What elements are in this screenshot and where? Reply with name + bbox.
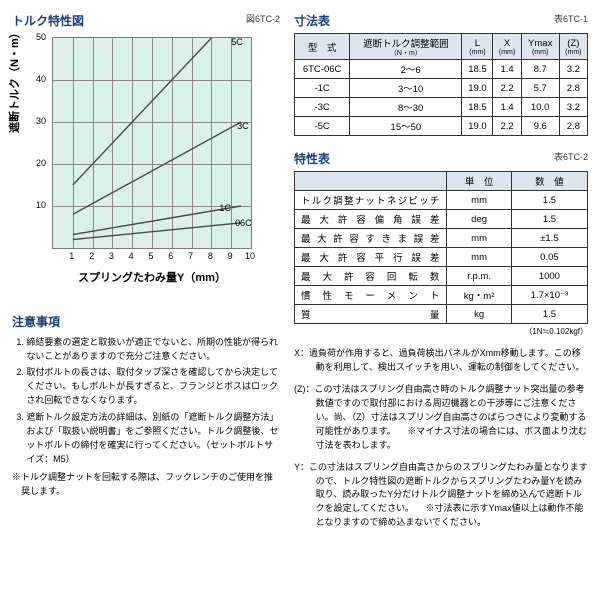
prop-fig-label: 表6TC-2 (554, 150, 588, 163)
dimension-table: 型 式遮断トルク調整範囲（N・m）L(mm)X(mm)Ymax(mm)(Z)(m… (294, 33, 588, 136)
notes-title: 注意事項 (12, 313, 280, 332)
unit-note: （1N≒0.102kgf） (294, 326, 588, 337)
table-row: 質 量kg1.5 (295, 305, 588, 324)
chart-title: トルク特性図 (12, 12, 84, 29)
series-label: 3C (237, 121, 249, 131)
table-row: 最 大 許 容 偏 角 誤 差deg1.5 (295, 210, 588, 229)
right-notes: X：過負荷が作用すると、過負荷検出パネルがXmm移動します。この移動を利用して、… (294, 347, 588, 530)
table-header: L(mm) (462, 34, 493, 60)
right-column: 寸法表 表6TC-1 型 式遮断トルク調整範囲（N・m）L(mm)X(mm)Ym… (294, 12, 588, 538)
note-paragraph: Y：この寸法はスプリング自由高さからのスプリングたわみ量となりますので、トルク特… (294, 461, 588, 531)
table-row: 慣 性 モ ー メ ン トkg・m²1.7×10⁻³ (295, 286, 588, 305)
chart-fig-label: 図6TC-2 (246, 12, 280, 25)
table-row: 最 大 許 容 す き ま 誤 差mm±1.5 (295, 229, 588, 248)
notes-item: 締結要素の選定と取扱いが適正でないと、所期の性能が得られないことがありますので充… (26, 336, 280, 364)
prop-title: 特性表 (294, 150, 330, 167)
left-column: トルク特性図 図6TC-2 1020304050 12345678910 遮断ト… (12, 12, 280, 538)
table-header: 型 式 (295, 34, 350, 60)
chart-ylabel: 遮断トルク（N・m） (6, 27, 22, 133)
table-header: 遮断トルク調整範囲（N・m） (350, 34, 462, 60)
series-label: 06C (235, 218, 252, 228)
notes-item: 遮断トルク設定方法の詳細は、別紙の「遮断トルク調整方法」および「取扱い説明書」を… (26, 411, 280, 467)
series-label: 1C (219, 203, 231, 213)
table-header: Ymax(mm) (521, 34, 559, 60)
table-header: (Z)(mm) (559, 34, 587, 60)
dim-title: 寸法表 (294, 12, 330, 29)
series-label: 5C (231, 37, 243, 47)
table-row: トルク調整ナットネジピッチmm1.5 (295, 191, 588, 210)
notes-item: 取付ボルトの長さは、取付タップ深さを確認してから決定してください。もしボルトが長… (26, 366, 280, 408)
table-row: -5C15～5019.02.29.62.8 (295, 117, 588, 136)
notes-list: 締結要素の選定と取扱いが適正でないと、所期の性能が得られないことがありますので充… (12, 336, 280, 467)
chart-xlabel: スプリングたわみ量Y（mm） (52, 269, 252, 285)
notes-footer: ※トルク調整ナットを回転する際は、フックレンチのご使用を推奨します。 (12, 471, 280, 499)
property-table: 単 位数 値トルク調整ナットネジピッチmm1.5最 大 許 容 偏 角 誤 差d… (294, 171, 588, 324)
main-row: トルク特性図 図6TC-2 1020304050 12345678910 遮断ト… (12, 12, 588, 538)
dim-fig-label: 表6TC-1 (554, 12, 588, 25)
torque-chart: 1020304050 12345678910 遮断トルク（N・m） スプリングた… (12, 33, 272, 303)
table-row: 最 大 許 容 回 転 数r.p.m.1000 (295, 267, 588, 286)
table-header: 数 値 (511, 172, 587, 191)
table-row: 最 大 許 容 平 行 誤 差mm0.05 (295, 248, 588, 267)
left-notes: 注意事項 締結要素の選定と取扱いが適正でないと、所期の性能が得られないことがあり… (12, 313, 280, 499)
note-paragraph: X：過負荷が作用すると、過負荷検出パネルがXmm移動します。この移動を利用して、… (294, 347, 588, 375)
table-row: 6TC-06C 2～618.51.48.73.2 (295, 60, 588, 79)
table-header: X(mm) (493, 34, 521, 60)
note-paragraph: (Z)：この寸法はスプリング自由高さ時のトルク調整ナット突出量の参考数値ですので… (294, 383, 588, 453)
table-header (295, 172, 447, 191)
table-header: 単 位 (447, 172, 511, 191)
table-row: -1C 3～1019.02.25.72.8 (295, 79, 588, 98)
table-row: -3C 8～3018.51.410.03.2 (295, 98, 588, 117)
